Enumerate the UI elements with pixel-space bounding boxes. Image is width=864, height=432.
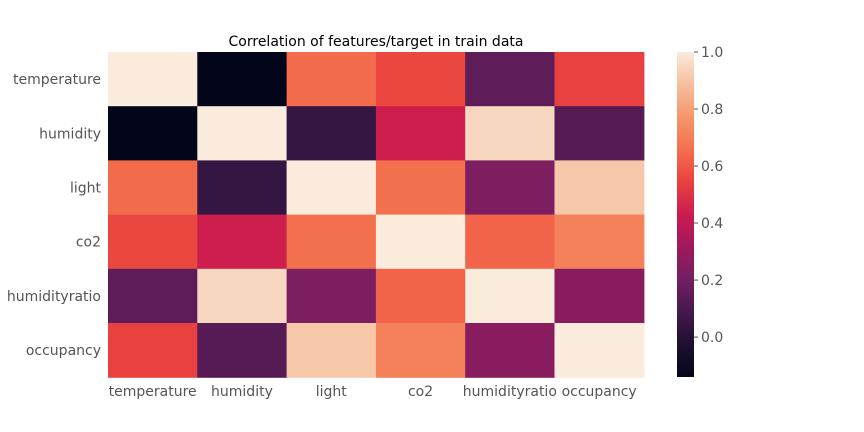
heatmap-cell-occupancy-occupancy bbox=[554, 323, 645, 378]
x-tick-label: humidity bbox=[211, 384, 273, 400]
heatmap-cell-co2-light bbox=[286, 214, 377, 270]
colorbar-tick-label: 0.4 bbox=[701, 216, 723, 232]
heatmap-cell-humidityratio-humidity bbox=[197, 268, 288, 324]
heatmap-cell-light-co2 bbox=[375, 160, 466, 216]
heatmap-cell-co2-occupancy bbox=[554, 214, 645, 270]
y-tick-label: humidityratio bbox=[7, 289, 101, 305]
colorbar-tick-label: 0.6 bbox=[701, 159, 723, 175]
heatmap-cell-humidity-temperature bbox=[108, 106, 198, 161]
x-tick-label: co2 bbox=[408, 384, 433, 400]
heatmap-cell-humidityratio-co2 bbox=[375, 268, 466, 324]
heatmap-cell-humidity-occupancy bbox=[554, 106, 645, 161]
heatmap-cell-temperature-occupancy bbox=[554, 52, 645, 107]
colorbar-tick-label: 0.0 bbox=[701, 330, 723, 346]
heatmap-cell-temperature-humidity bbox=[197, 52, 288, 107]
heatmap-cell-light-light bbox=[286, 160, 377, 216]
heatmap-cell-light-occupancy bbox=[554, 160, 645, 216]
heatmap-cell-co2-humidityratio bbox=[465, 214, 556, 270]
y-tick-labels: temperature humidity light co2 humidityratio… bbox=[7, 72, 102, 359]
colorbar-tick-label: 1.0 bbox=[701, 45, 723, 61]
y-tick-label: temperature bbox=[13, 72, 101, 88]
heatmap-cell-co2-co2 bbox=[375, 214, 466, 270]
heatmap-cell-temperature-light bbox=[286, 52, 377, 107]
heatmap-cells bbox=[108, 52, 645, 378]
y-tick-label: humidity bbox=[39, 126, 101, 142]
heatmap-cell-humidity-humidity bbox=[197, 106, 288, 161]
colorbar-gradient bbox=[677, 52, 694, 377]
x-tick-labels: temperature humidity light co2 humidityratio… bbox=[109, 384, 637, 400]
heatmap-cell-occupancy-humidityratio bbox=[465, 323, 556, 378]
colorbar-tick-label: 0.8 bbox=[701, 102, 723, 118]
heatmap-cell-humidityratio-humidityratio bbox=[465, 268, 556, 324]
heatmap-cell-humidity-co2 bbox=[375, 106, 466, 161]
x-tick-label: light bbox=[316, 384, 348, 400]
y-tick-label: light bbox=[70, 181, 102, 197]
heatmap-cell-light-temperature bbox=[108, 160, 198, 216]
heatmap-cell-occupancy-temperature bbox=[108, 323, 198, 378]
heatmap-cell-light-humidity bbox=[197, 160, 288, 216]
chart-title: Correlation of features/target in train … bbox=[229, 34, 524, 50]
heatmap-cell-temperature-co2 bbox=[375, 52, 466, 107]
x-tick-label: humidityratio bbox=[463, 384, 557, 400]
heatmap-cell-co2-humidity bbox=[197, 214, 288, 270]
heatmap-cell-humidityratio-temperature bbox=[108, 268, 198, 324]
y-tick-label: occupancy bbox=[26, 343, 101, 359]
heatmap-cell-humidity-humidityratio bbox=[465, 106, 556, 161]
x-tick-label: temperature bbox=[109, 384, 197, 400]
heatmap-cell-co2-temperature bbox=[108, 214, 198, 270]
heatmap-cell-humidityratio-light bbox=[286, 268, 377, 324]
heatmap-cell-light-humidityratio bbox=[465, 160, 556, 216]
heatmap-cell-temperature-temperature bbox=[108, 52, 198, 107]
colorbar-tick-label: 0.2 bbox=[701, 273, 723, 289]
heatmap-cell-temperature-humidityratio bbox=[465, 52, 556, 107]
x-tick-label: occupancy bbox=[562, 384, 637, 400]
y-tick-label: co2 bbox=[76, 235, 101, 251]
heatmap-cell-occupancy-light bbox=[286, 323, 377, 378]
heatmap-cell-occupancy-co2 bbox=[375, 323, 466, 378]
heatmap-cell-humidity-light bbox=[286, 106, 377, 161]
colorbar-tick-labels: 0.0 0.2 0.4 0.6 0.8 1.0 bbox=[694, 45, 723, 346]
colorbar bbox=[677, 52, 694, 377]
heatmap-cell-humidityratio-occupancy bbox=[554, 268, 645, 324]
heatmap-cell-occupancy-humidity bbox=[197, 323, 288, 378]
